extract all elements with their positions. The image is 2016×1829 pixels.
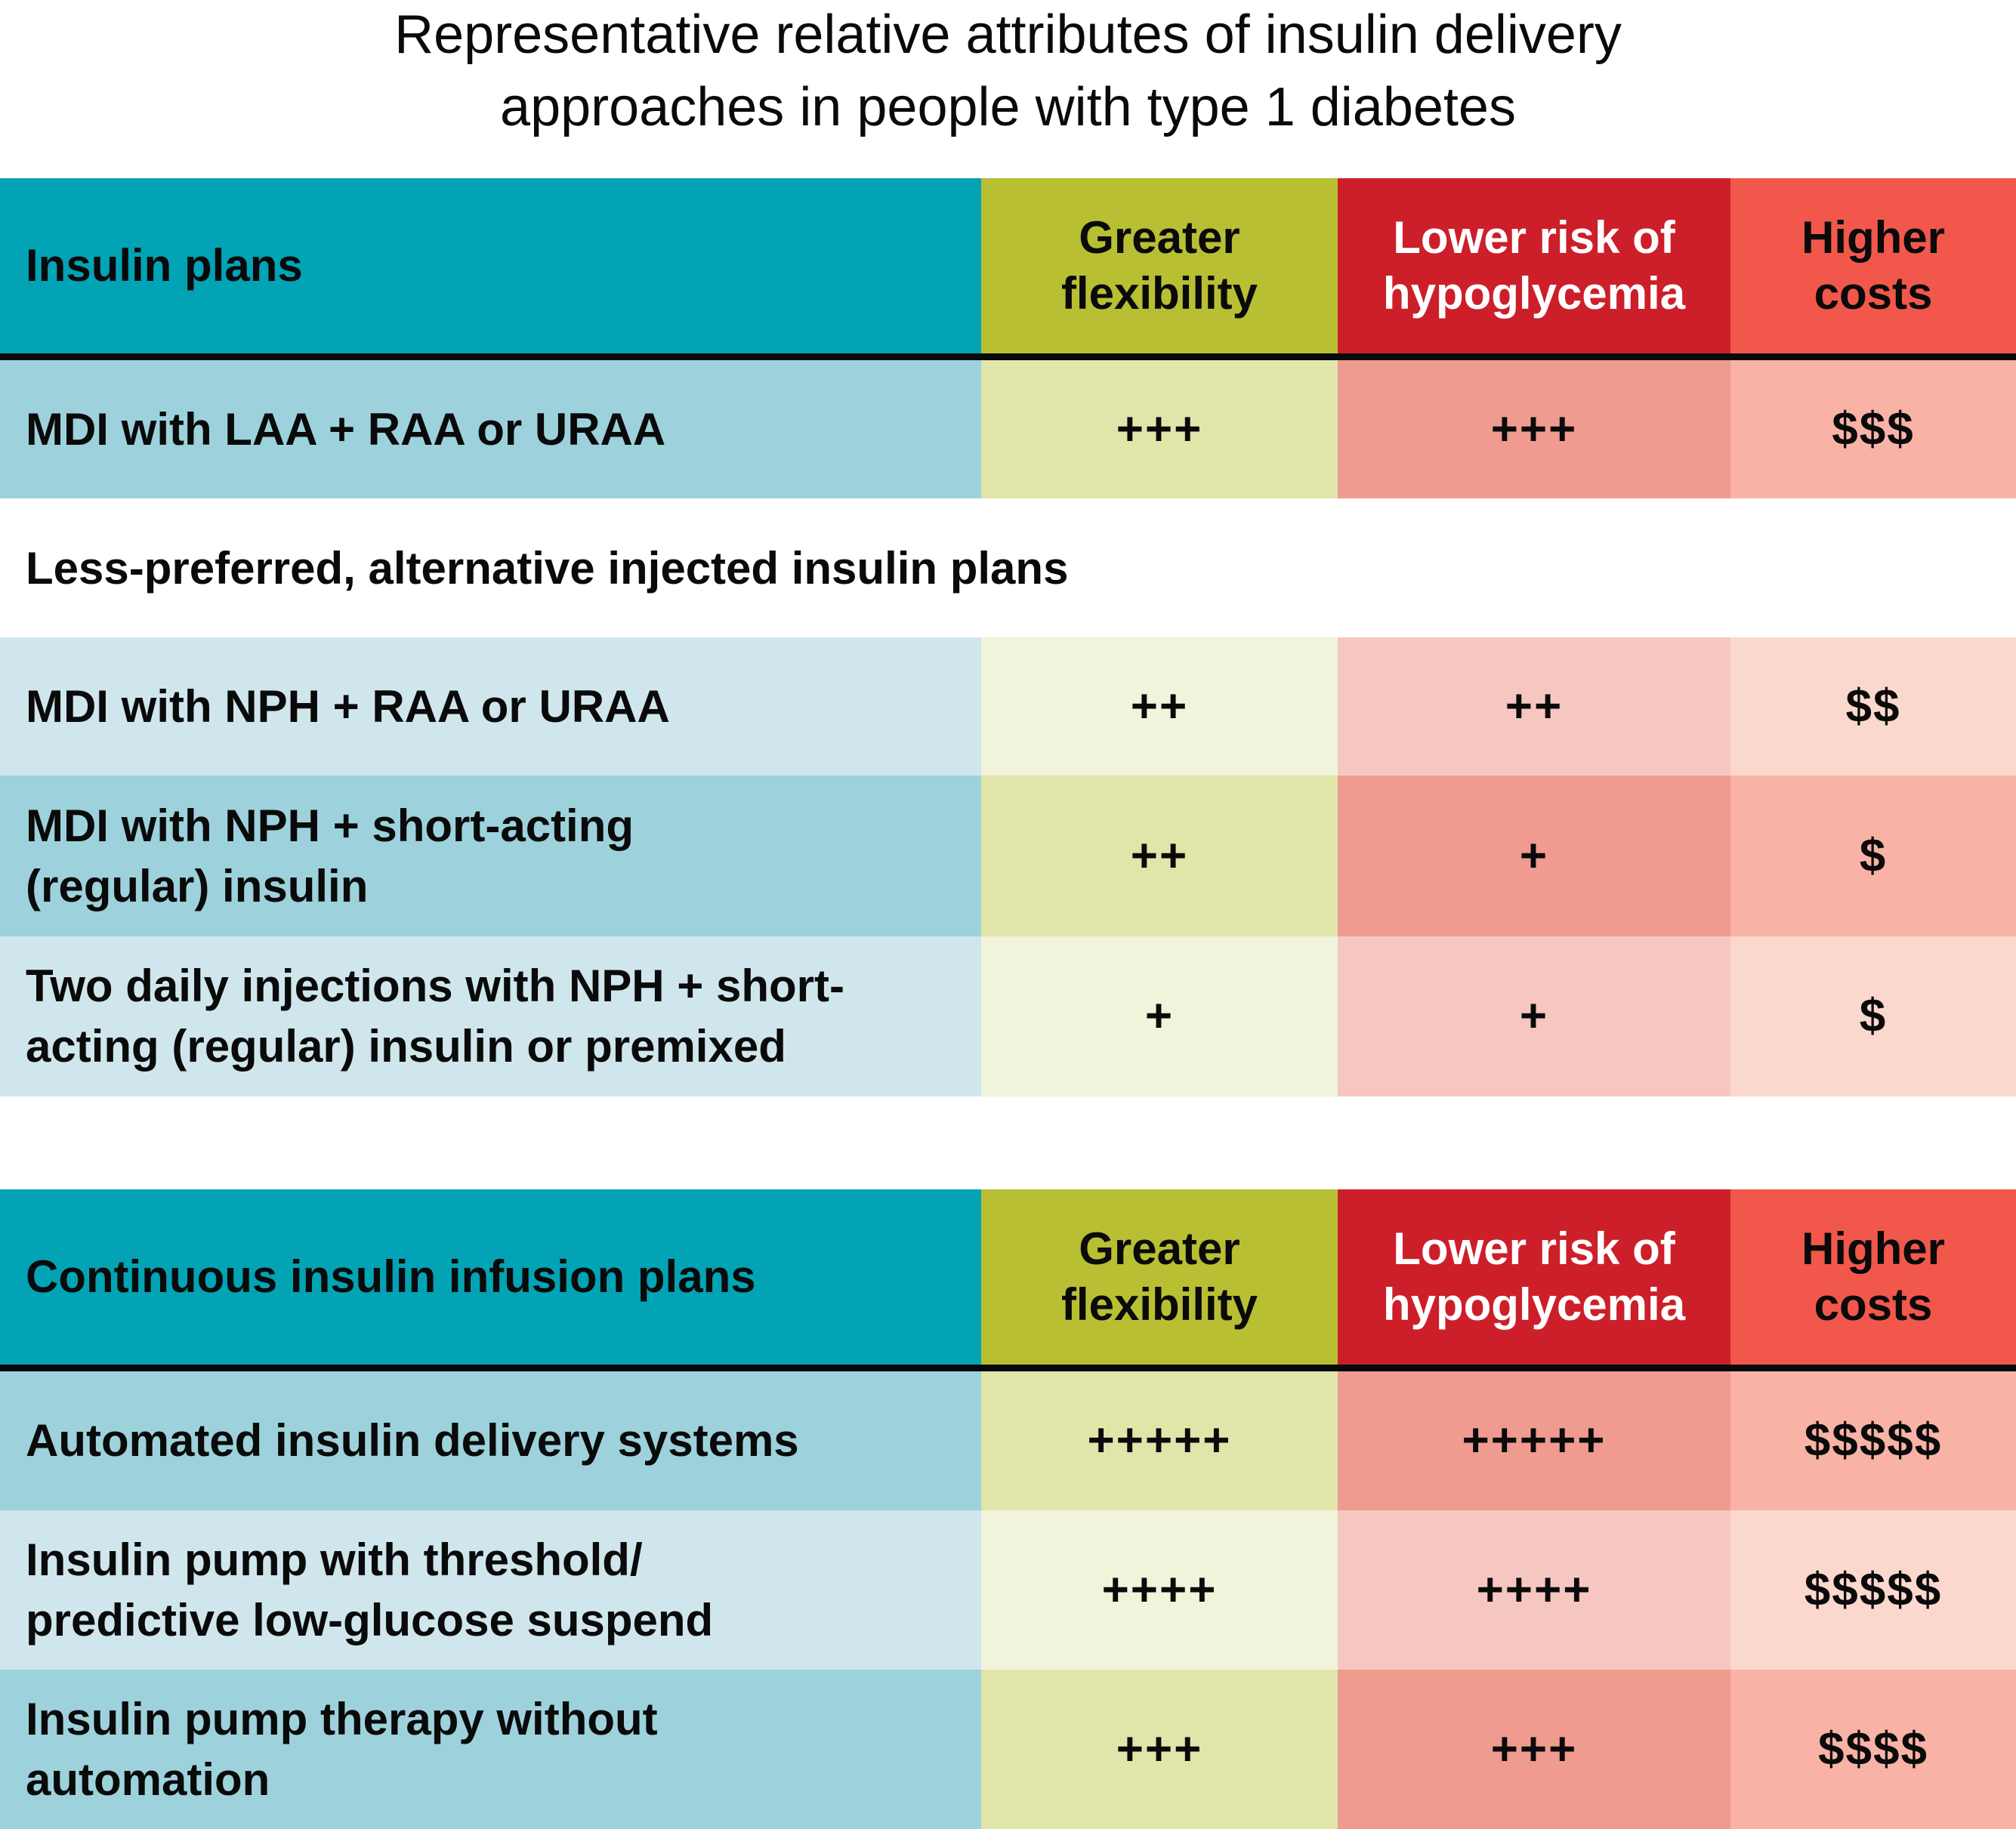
plan-name: Two daily injections with NPH + short-ac… [0,936,981,1096]
plan-name: Automated insulin delivery systems [0,1371,981,1510]
flexibility-rating: ++ [981,776,1338,936]
header-divider [0,353,2016,360]
header-divider [0,1365,2016,1371]
hypoglycemia-rating: +++++ [1338,1371,1730,1510]
cost-rating: $$$$ [1730,1670,2016,1829]
hypoglycemia-rating: ++++ [1338,1510,1730,1670]
table-row: MDI with NPH + short-acting (regular) ins… [0,776,2016,936]
plan-name: Insulin pump with threshold/predictive l… [0,1510,981,1670]
header-costs: Higher costs [1730,1189,2016,1365]
flexibility-rating: ++++ [981,1510,1338,1670]
cost-rating: $$$$$ [1730,1371,2016,1510]
flexibility-rating: ++ [981,637,1338,776]
header-hypoglycemia: Lower risk of hypoglycemia [1338,178,1730,353]
flexibility-rating: + [981,936,1338,1096]
table-row: Two daily injections with NPH + short-ac… [0,936,2016,1096]
flexibility-rating: +++++ [981,1371,1338,1510]
page-title: Representative relative attributes of in… [0,0,2016,178]
header-flexibility: Greater flexibility [981,1189,1338,1365]
plan-name: MDI with NPH + short-acting (regular) ins… [0,776,981,936]
section-subheading: Less-preferred, alternative injected ins… [26,542,1069,594]
hypoglycemia-rating: + [1338,776,1730,936]
table-row: Automated insulin delivery systems +++++… [0,1371,2016,1510]
header-plans: Insulin plans [0,178,981,353]
plan-name: Insulin pump therapy without automation [0,1670,981,1829]
header-hypoglycemia: Lower risk of hypoglycemia [1338,1189,1730,1365]
cost-rating: $ [1730,776,2016,936]
table-row: Insulin pump therapy without automation +… [0,1670,2016,1829]
table-header: Insulin plans Greater flexibility Lower r… [0,178,2016,353]
cost-rating: $$ [1730,637,2016,776]
table-header: Continuous insulin infusion plans Greate… [0,1189,2016,1365]
plan-name: MDI with NPH + RAA or URAA [0,637,981,776]
cost-rating: $ [1730,936,2016,1096]
flexibility-rating: +++ [981,1670,1338,1829]
hypoglycemia-rating: ++ [1338,637,1730,776]
cost-rating: $$$ [1730,360,2016,498]
header-flexibility: Greater flexibility [981,178,1338,353]
hypoglycemia-rating: +++ [1338,1670,1730,1829]
hypoglycemia-rating: + [1338,936,1730,1096]
title-line-2: approaches in people with type 1 diabete… [500,77,1516,137]
cost-rating: $$$$$ [1730,1510,2016,1670]
table-row: Insulin pump with threshold/predictive l… [0,1510,2016,1670]
table-row: MDI with NPH + RAA or URAA ++ ++ $$ [0,637,2016,776]
flexibility-rating: +++ [981,360,1338,498]
plan-name: MDI with LAA + RAA or URAA [0,360,981,498]
header-costs: Higher costs [1730,178,2016,353]
title-line-1: Representative relative attributes of in… [394,5,1622,65]
table-row: MDI with LAA + RAA or URAA +++ +++ $$$ [0,360,2016,498]
hypoglycemia-rating: +++ [1338,360,1730,498]
header-plans: Continuous insulin infusion plans [0,1189,981,1365]
